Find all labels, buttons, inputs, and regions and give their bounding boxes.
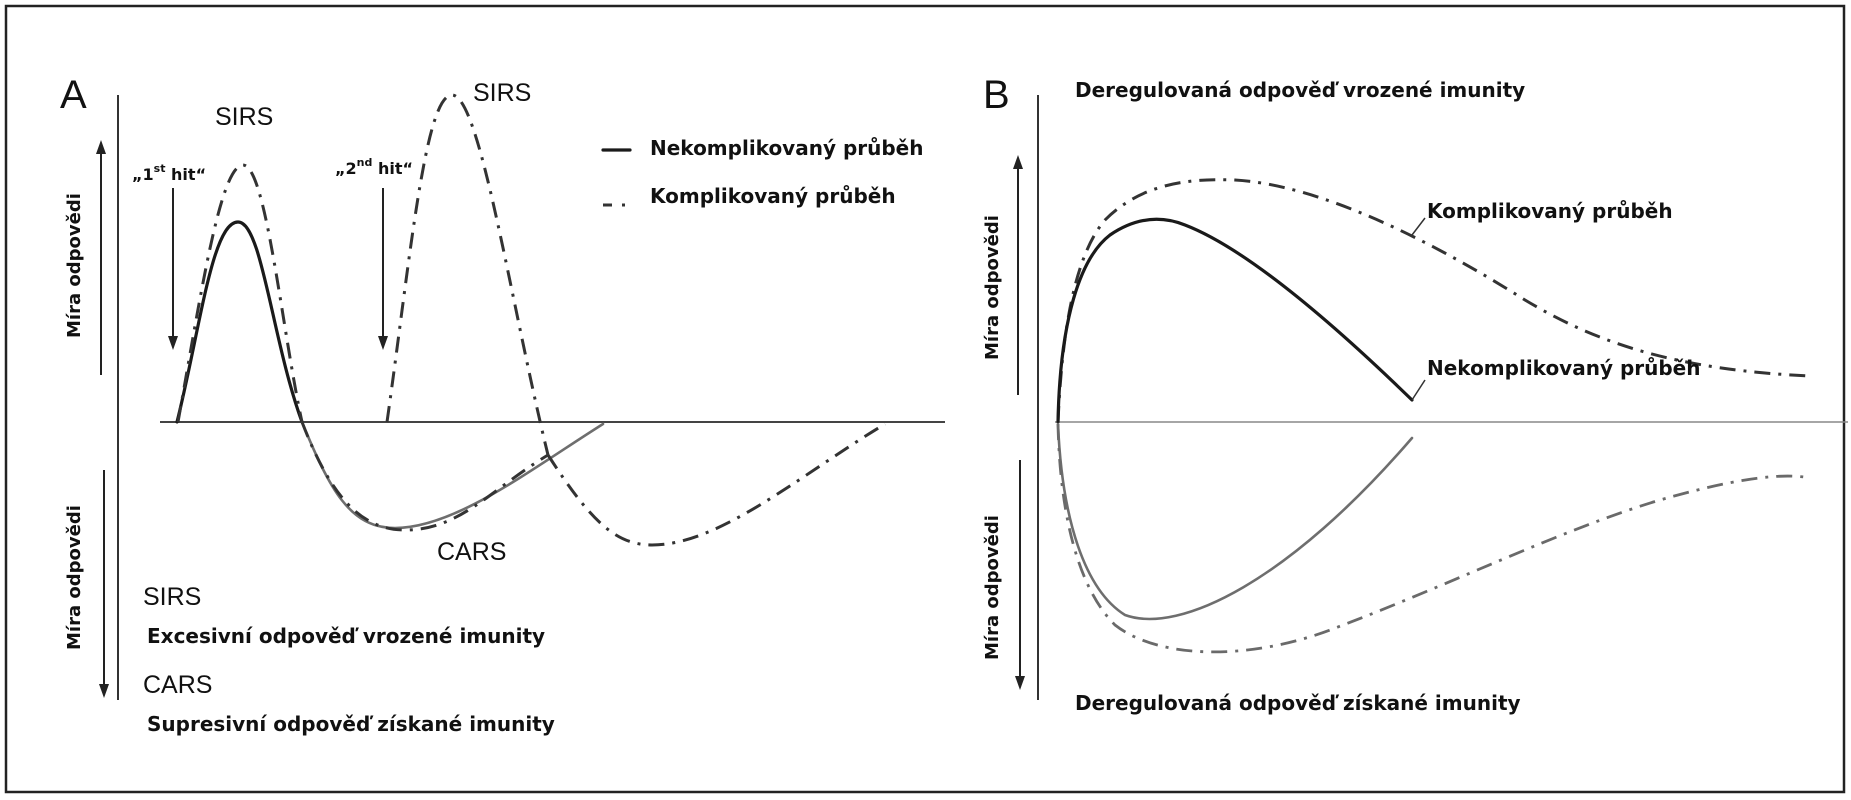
panel-b-top-label: Deregulovaná odpověď vrozené imunity — [1075, 78, 1525, 102]
panel-b-complicated-label: Komplikovaný průběh — [1427, 199, 1673, 223]
panel-b-uncomplicated-adaptive-curve — [1056, 422, 1414, 621]
panel-b-uncomplicated-innate-curve — [1056, 217, 1414, 424]
panel-a-legend: Nekomplikovaný průběh Komplikovaný průbě… — [601, 136, 924, 208]
leader-uncomplicated — [1411, 379, 1426, 401]
panel-b-down-arrow — [1015, 460, 1025, 690]
panel-a-complicated-cars-curve-2 — [546, 422, 886, 547]
hit2-label: „2nd hit“ — [335, 156, 413, 178]
figure-frame — [4, 4, 1846, 794]
panel-a-complicated-cars-curve-1 — [300, 421, 549, 532]
panel-a-cars-label: CARS — [437, 538, 506, 566]
panel-b-uncomplicated-label: Nekomplikovaný průběh — [1427, 356, 1701, 380]
legend-dashdot-label: Komplikovaný průběh — [650, 184, 896, 208]
panel-a-sirs-label-1: SIRS — [215, 103, 273, 131]
key-cars-description: Supresivní odpověď získané imunity — [147, 712, 555, 736]
key-cars-term: CARS — [143, 671, 212, 699]
panel-b-complicated-innate-curve — [1056, 178, 1811, 423]
panel-a: A Míra odpovědi Míra odpovědi — [60, 73, 945, 736]
panel-a-complicated-sirs-curve-1 — [176, 163, 304, 423]
panel-b-bottom-label: Deregulovaná odpověď získané imunity — [1075, 691, 1521, 715]
key-sirs-description: Excesivní odpověď vrozené imunity — [147, 624, 545, 648]
panel-a-down-arrow — [99, 470, 109, 698]
panel-a-letter: A — [60, 73, 87, 117]
panel-b: B Deregulovaná odpověď vrozené imunity D… — [982, 73, 1848, 715]
panel-b-letter: B — [983, 73, 1010, 117]
hit2-arrow — [378, 188, 388, 350]
legend-solid-label: Nekomplikovaný průběh — [650, 136, 924, 160]
panel-a-axis-down-label: Míra odpovědi — [64, 505, 85, 650]
leader-complicated — [1411, 217, 1426, 236]
hit1-arrow — [168, 188, 178, 350]
panel-a-uncomplicated-cars-curve — [300, 420, 605, 530]
key-sirs-term: SIRS — [143, 583, 201, 611]
panel-b-axis-up-label: Míra odpovědi — [982, 215, 1003, 360]
panel-a-sirs-label-2: SIRS — [473, 79, 531, 107]
panel-b-up-arrow — [1013, 155, 1023, 395]
panel-a-axis-up-label: Míra odpovědi — [64, 193, 85, 338]
panel-a-complicated-sirs-curve-2 — [385, 93, 550, 456]
hit1-label: „1st hit“ — [132, 162, 206, 184]
panel-a-up-arrow — [96, 140, 106, 375]
panel-a-uncomplicated-sirs-curve — [175, 220, 304, 424]
panel-b-axis-down-label: Míra odpovědi — [982, 515, 1003, 660]
